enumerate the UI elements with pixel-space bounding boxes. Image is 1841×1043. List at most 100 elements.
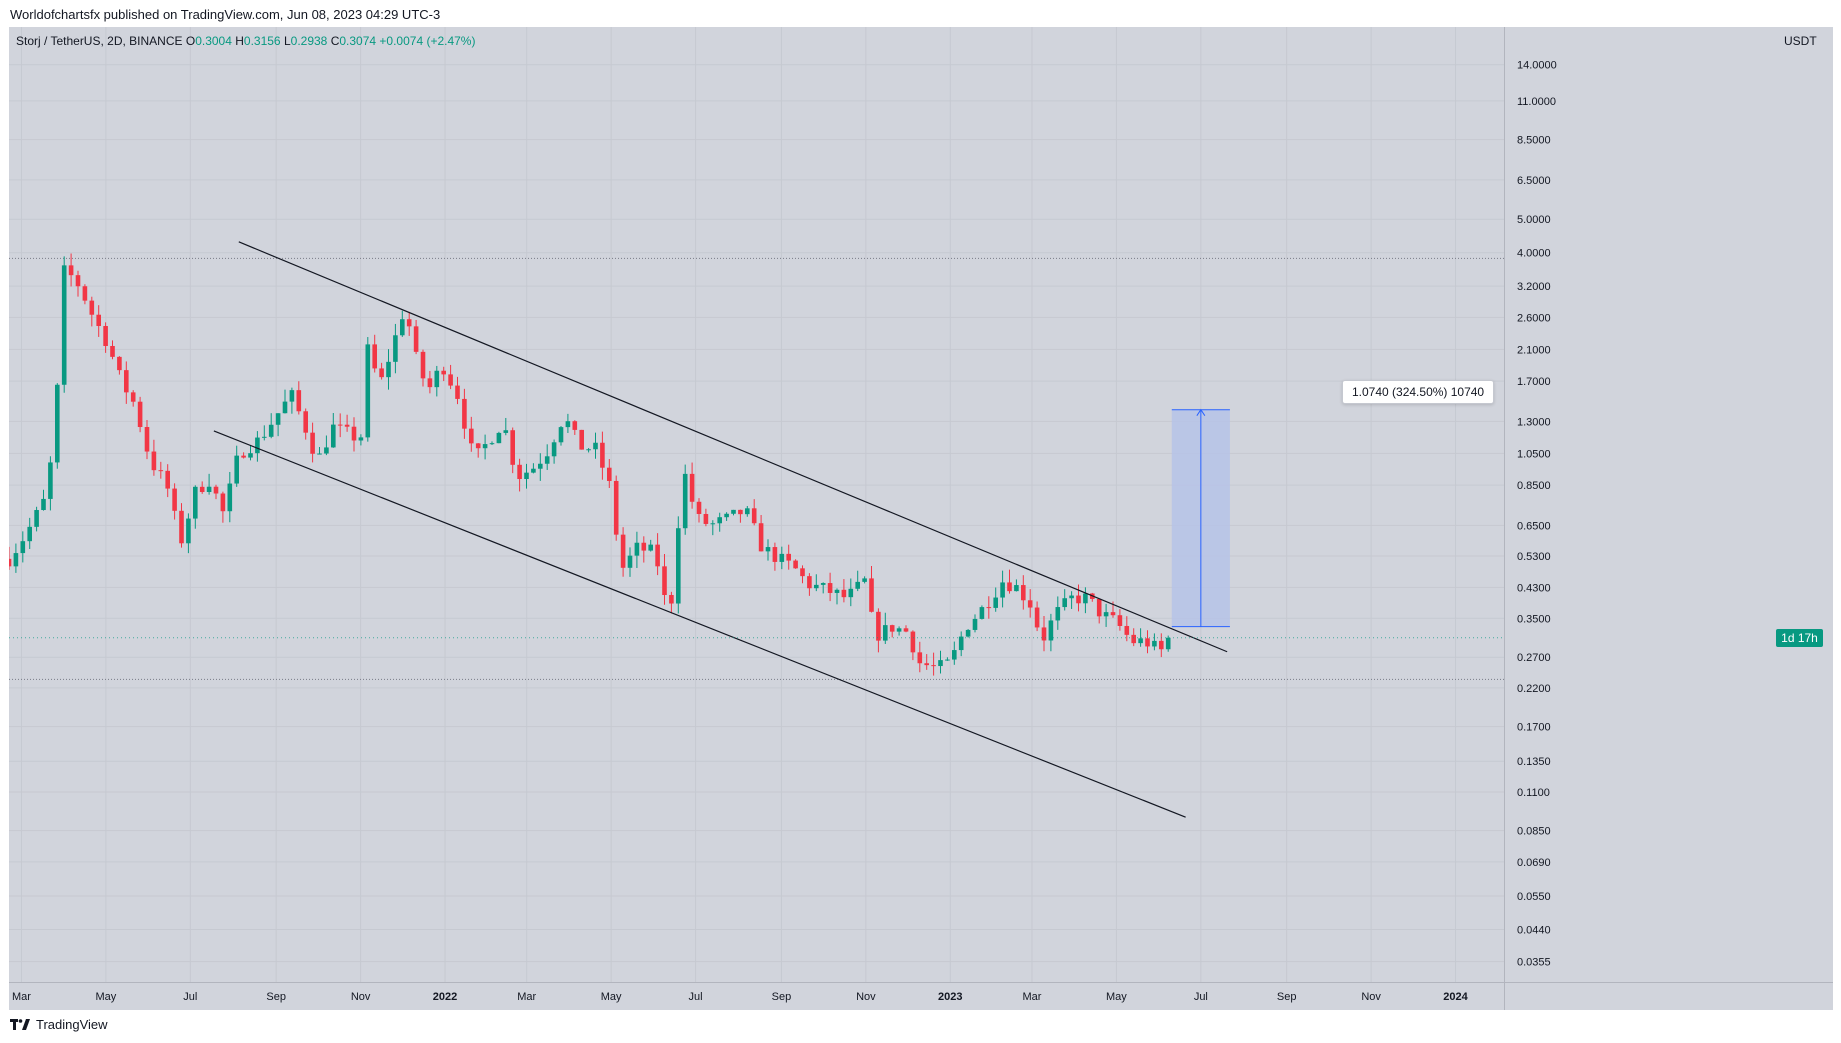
- candle-body: [696, 501, 702, 514]
- symbol-legend[interactable]: Storj / TetherUS, 2D, BINANCE O0.3004 H0…: [16, 34, 475, 48]
- price-tick-label: 14.0000: [1517, 60, 1557, 72]
- candle-body: [862, 578, 867, 582]
- candle-body: [372, 344, 377, 369]
- candle-body: [958, 636, 964, 651]
- symbol-name: Storj / TetherUS, 2D, BINANCE: [16, 34, 183, 48]
- candle-body: [13, 553, 19, 567]
- price-tick-label: 0.8500: [1517, 480, 1551, 492]
- candle-body: [807, 576, 812, 589]
- price-tick-label: 0.0850: [1517, 826, 1551, 838]
- candle-body: [703, 513, 709, 524]
- tradingview-logo-icon: [10, 1018, 30, 1030]
- price-tick-label: 4.0000: [1517, 248, 1551, 260]
- candle-body: [358, 437, 364, 441]
- tradingview-brand[interactable]: TradingView: [10, 1017, 108, 1032]
- candle-body: [510, 430, 515, 465]
- candle-body: [220, 493, 226, 512]
- candle-body: [386, 361, 391, 378]
- currency-label: USDT: [1784, 34, 1817, 48]
- publisher-info: Worldofchartsfx published on TradingView…: [10, 7, 441, 22]
- time-tick-label: Sep: [772, 991, 792, 1003]
- candle-body: [41, 498, 46, 511]
- time-tick-label: Sep: [1277, 991, 1297, 1003]
- candle-body: [524, 472, 529, 480]
- candle-body: [979, 607, 985, 619]
- candle-body: [1007, 582, 1012, 592]
- time-tick-label: Jul: [1194, 991, 1208, 1003]
- candle-body: [924, 663, 929, 666]
- time-tick-label: Mar: [1022, 991, 1041, 1003]
- candle-body: [538, 463, 543, 469]
- chart-area[interactable]: 14.0000 11.0000 8.5000 6.5000 5.0000 4.0000 3.…: [9, 27, 1833, 1010]
- candle-body: [593, 442, 598, 450]
- candle-body: [213, 486, 219, 494]
- candle-body: [662, 566, 667, 596]
- candle-body: [27, 526, 32, 542]
- candle-body: [413, 326, 419, 352]
- candle-body: [993, 597, 998, 608]
- candle-body: [262, 436, 267, 438]
- candle-body: [1014, 585, 1019, 592]
- price-tick-label: 1.0500: [1517, 448, 1551, 460]
- time-tick-label: Jul: [689, 991, 703, 1003]
- candle-body: [365, 344, 371, 438]
- candle-body: [758, 523, 764, 552]
- candle-body: [613, 480, 619, 535]
- candle-body: [903, 628, 909, 632]
- measure-arrow-head: [1196, 408, 1206, 416]
- candle-body: [82, 286, 88, 301]
- candle-body: [841, 589, 847, 598]
- support-trendline: [213, 430, 1186, 818]
- price-tick-label: 0.1700: [1517, 722, 1551, 734]
- open-value: 0.3004: [195, 34, 232, 48]
- candle-body: [689, 473, 695, 502]
- candle-body: [303, 411, 308, 433]
- price-tick-label: 0.2700: [1517, 652, 1551, 664]
- candle-body: [1124, 625, 1130, 635]
- candle-body: [724, 513, 729, 518]
- candle-body: [455, 385, 460, 399]
- candle-body: [75, 275, 81, 287]
- candle-body: [206, 486, 212, 493]
- price-chart[interactable]: 14.0000 11.0000 8.5000 6.5000 5.0000 4.0000 3.…: [9, 27, 1833, 1010]
- candle-body: [1069, 595, 1074, 599]
- candle-body: [531, 468, 536, 473]
- candle-body: [965, 629, 971, 637]
- price-tick-label: 1.3000: [1517, 416, 1551, 428]
- price-tick-label: 3.2000: [1517, 281, 1551, 293]
- candle-body: [379, 368, 384, 378]
- candle-body: [1041, 627, 1047, 641]
- candle-body: [676, 528, 681, 604]
- candle-body: [938, 660, 943, 667]
- price-tick-label: 0.1350: [1517, 756, 1551, 768]
- candle-body: [627, 555, 633, 568]
- candle-body: [400, 319, 405, 336]
- candle-body: [406, 319, 412, 327]
- candle-body: [317, 453, 322, 455]
- time-tick-label: Sep: [266, 991, 286, 1003]
- close-label: C: [330, 34, 340, 48]
- candle-body: [1110, 612, 1116, 616]
- candle-body: [296, 390, 302, 412]
- candle-body: [834, 589, 840, 593]
- candle-body: [1152, 640, 1157, 647]
- measure-label[interactable]: 1.0740 (324.50%) 10740: [1342, 379, 1495, 404]
- candle-body: [765, 547, 771, 552]
- candle-body: [917, 652, 923, 664]
- candle-body: [275, 413, 281, 425]
- candle-body: [427, 378, 433, 388]
- candle-body: [738, 509, 743, 515]
- candle-body: [1131, 634, 1136, 644]
- resistance-trendline: [238, 241, 1228, 653]
- candle-body: [1117, 615, 1123, 626]
- candle-body: [61, 265, 67, 385]
- brand-name: TradingView: [36, 1017, 108, 1032]
- open-label: O: [185, 34, 196, 48]
- candle-body: [441, 370, 446, 375]
- candle-body: [896, 628, 902, 632]
- candle-body: [248, 453, 253, 458]
- candle-body: [503, 430, 509, 433]
- candle-body: [1000, 582, 1005, 598]
- candle-body: [20, 541, 26, 554]
- candle-body: [1138, 638, 1143, 644]
